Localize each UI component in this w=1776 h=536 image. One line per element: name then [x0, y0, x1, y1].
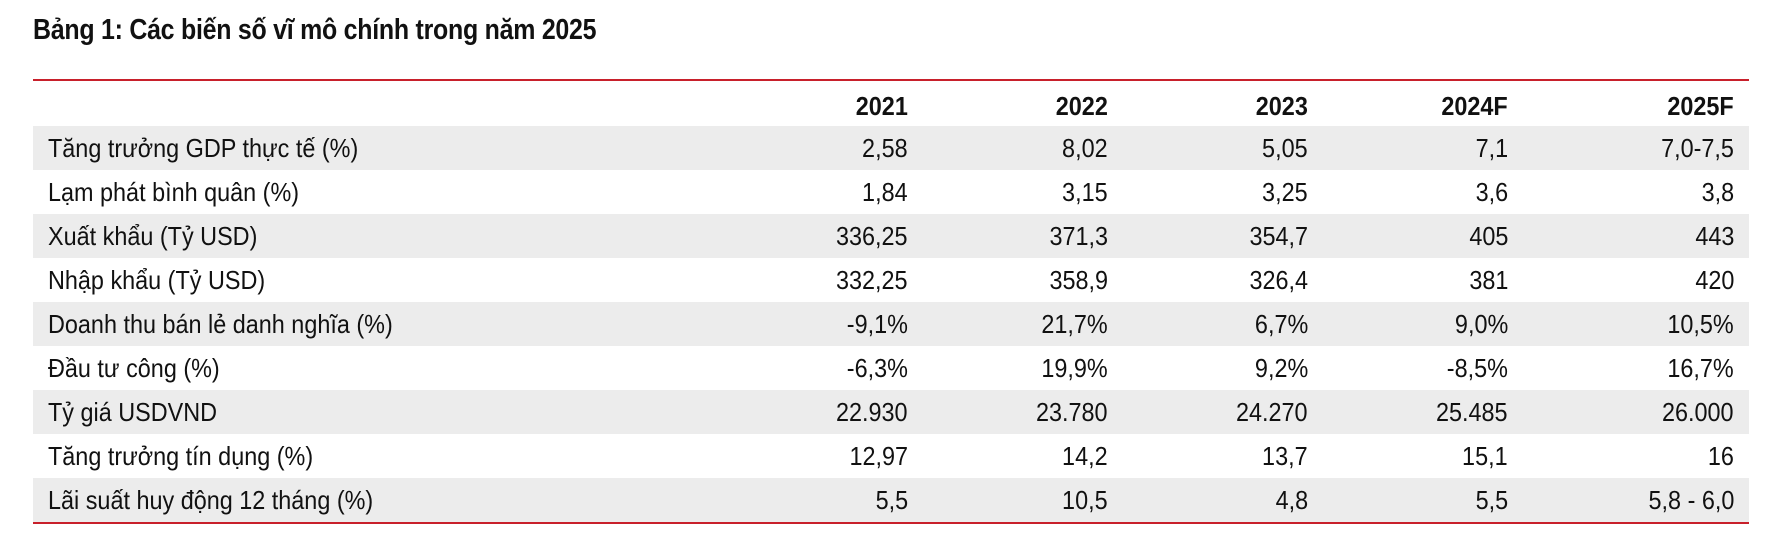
value-cell: 9,0%: [1454, 308, 1508, 339]
value-cell: 16: [1707, 440, 1734, 471]
row-label: Doanh thu bán lẻ danh nghĩa (%): [48, 308, 393, 339]
header-year-2024f: 2024F: [1441, 91, 1508, 121]
value-cell: 326,4: [1249, 264, 1308, 295]
macro-table-container: 2021 2022 2023 2024F 2025F Tăng trưởng G…: [33, 79, 1749, 524]
table-row: Xuất khẩu (Tỷ USD) 336,25 371,3 354,7 40…: [33, 214, 1749, 258]
value-cell: 8,02: [1062, 132, 1108, 163]
row-label: Xuất khẩu (Tỷ USD): [48, 220, 258, 251]
value-cell: 3,15: [1062, 176, 1108, 207]
value-cell: 25.485: [1436, 396, 1508, 427]
value-cell: 4,8: [1275, 484, 1308, 515]
header-year-2025f: 2025F: [1667, 91, 1734, 121]
value-cell: 358,9: [1049, 264, 1108, 295]
value-cell: 354,7: [1249, 220, 1308, 251]
value-cell: 3,6: [1475, 176, 1508, 207]
bottom-rule: [33, 522, 1749, 524]
table-row: Tăng trưởng GDP thực tế (%) 2,58 8,02 5,…: [33, 126, 1749, 170]
table-row: Lãi suất huy động 12 tháng (%) 5,5 10,5 …: [33, 478, 1749, 522]
row-label: Đầu tư công (%): [48, 352, 220, 383]
value-cell: 24.270: [1236, 396, 1308, 427]
header-year-2023: 2023: [1255, 91, 1308, 121]
table-body: Tăng trưởng GDP thực tế (%) 2,58 8,02 5,…: [33, 126, 1749, 522]
value-cell: 405: [1468, 220, 1508, 251]
row-label: Lãi suất huy động 12 tháng (%): [48, 484, 374, 515]
value-cell: 10,5%: [1667, 308, 1734, 339]
table-row: Đầu tư công (%) -6,3% 19,9% 9,2% -8,5% 1…: [33, 346, 1749, 390]
value-cell: 332,25: [836, 264, 908, 295]
value-cell: 7,1: [1475, 132, 1508, 163]
value-cell: 19,9%: [1041, 352, 1108, 383]
row-label: Tăng trưởng GDP thực tế (%): [48, 132, 359, 163]
table-row: Tăng trưởng tín dụng (%) 12,97 14,2 13,7…: [33, 434, 1749, 478]
value-cell: 14,2: [1062, 440, 1108, 471]
value-cell: 3,8: [1701, 176, 1734, 207]
value-cell: 16,7%: [1667, 352, 1734, 383]
row-label: Tăng trưởng tín dụng (%): [48, 440, 314, 471]
value-cell: 9,2%: [1254, 352, 1308, 383]
row-label: Tỷ giá USDVND: [48, 396, 218, 427]
value-cell: 3,25: [1262, 176, 1308, 207]
value-cell: 443: [1694, 220, 1734, 251]
row-label: Lạm phát bình quân (%): [48, 176, 300, 207]
table-row: Tỷ giá USDVND 22.930 23.780 24.270 25.48…: [33, 390, 1749, 434]
row-label: Nhập khẩu (Tỷ USD): [48, 264, 266, 295]
header-year-2021: 2021: [855, 91, 908, 121]
header-year-2022: 2022: [1055, 91, 1108, 121]
value-cell: 336,25: [836, 220, 908, 251]
table-row: Doanh thu bán lẻ danh nghĩa (%) -9,1% 21…: [33, 302, 1749, 346]
header-row: 2021 2022 2023 2024F 2025F: [33, 81, 1749, 126]
value-cell: 371,3: [1049, 220, 1108, 251]
value-cell: 6,7%: [1254, 308, 1308, 339]
value-cell: 2,58: [862, 132, 908, 163]
value-cell: 5,8 - 6,0: [1648, 484, 1734, 515]
value-cell: -6,3%: [846, 352, 908, 383]
table-row: Nhập khẩu (Tỷ USD) 332,25 358,9 326,4 38…: [33, 258, 1749, 302]
value-cell: -9,1%: [846, 308, 908, 339]
value-cell: 420: [1694, 264, 1734, 295]
table-title: Bảng 1: Các biến số vĩ mô chính trong nă…: [33, 14, 597, 46]
value-cell: 22.930: [836, 396, 908, 427]
table-header: 2021 2022 2023 2024F 2025F: [33, 81, 1749, 126]
value-cell: 5,5: [875, 484, 908, 515]
value-cell: 13,7: [1262, 440, 1308, 471]
value-cell: 5,05: [1262, 132, 1308, 163]
value-cell: 1,84: [862, 176, 908, 207]
value-cell: 26.000: [1662, 396, 1734, 427]
header-label-cell: [33, 81, 723, 126]
value-cell: 5,5: [1475, 484, 1508, 515]
value-cell: 7,0-7,5: [1661, 132, 1734, 163]
value-cell: 23.780: [1036, 396, 1108, 427]
value-cell: 12,97: [849, 440, 908, 471]
value-cell: 21,7%: [1041, 308, 1108, 339]
value-cell: 10,5: [1062, 484, 1108, 515]
value-cell: -8,5%: [1446, 352, 1508, 383]
macro-indicators-table: 2021 2022 2023 2024F 2025F Tăng trưởng G…: [33, 81, 1749, 522]
top-rule: [33, 79, 1749, 81]
value-cell: 15,1: [1462, 440, 1508, 471]
table-row: Lạm phát bình quân (%) 1,84 3,15 3,25 3,…: [33, 170, 1749, 214]
value-cell: 381: [1468, 264, 1508, 295]
